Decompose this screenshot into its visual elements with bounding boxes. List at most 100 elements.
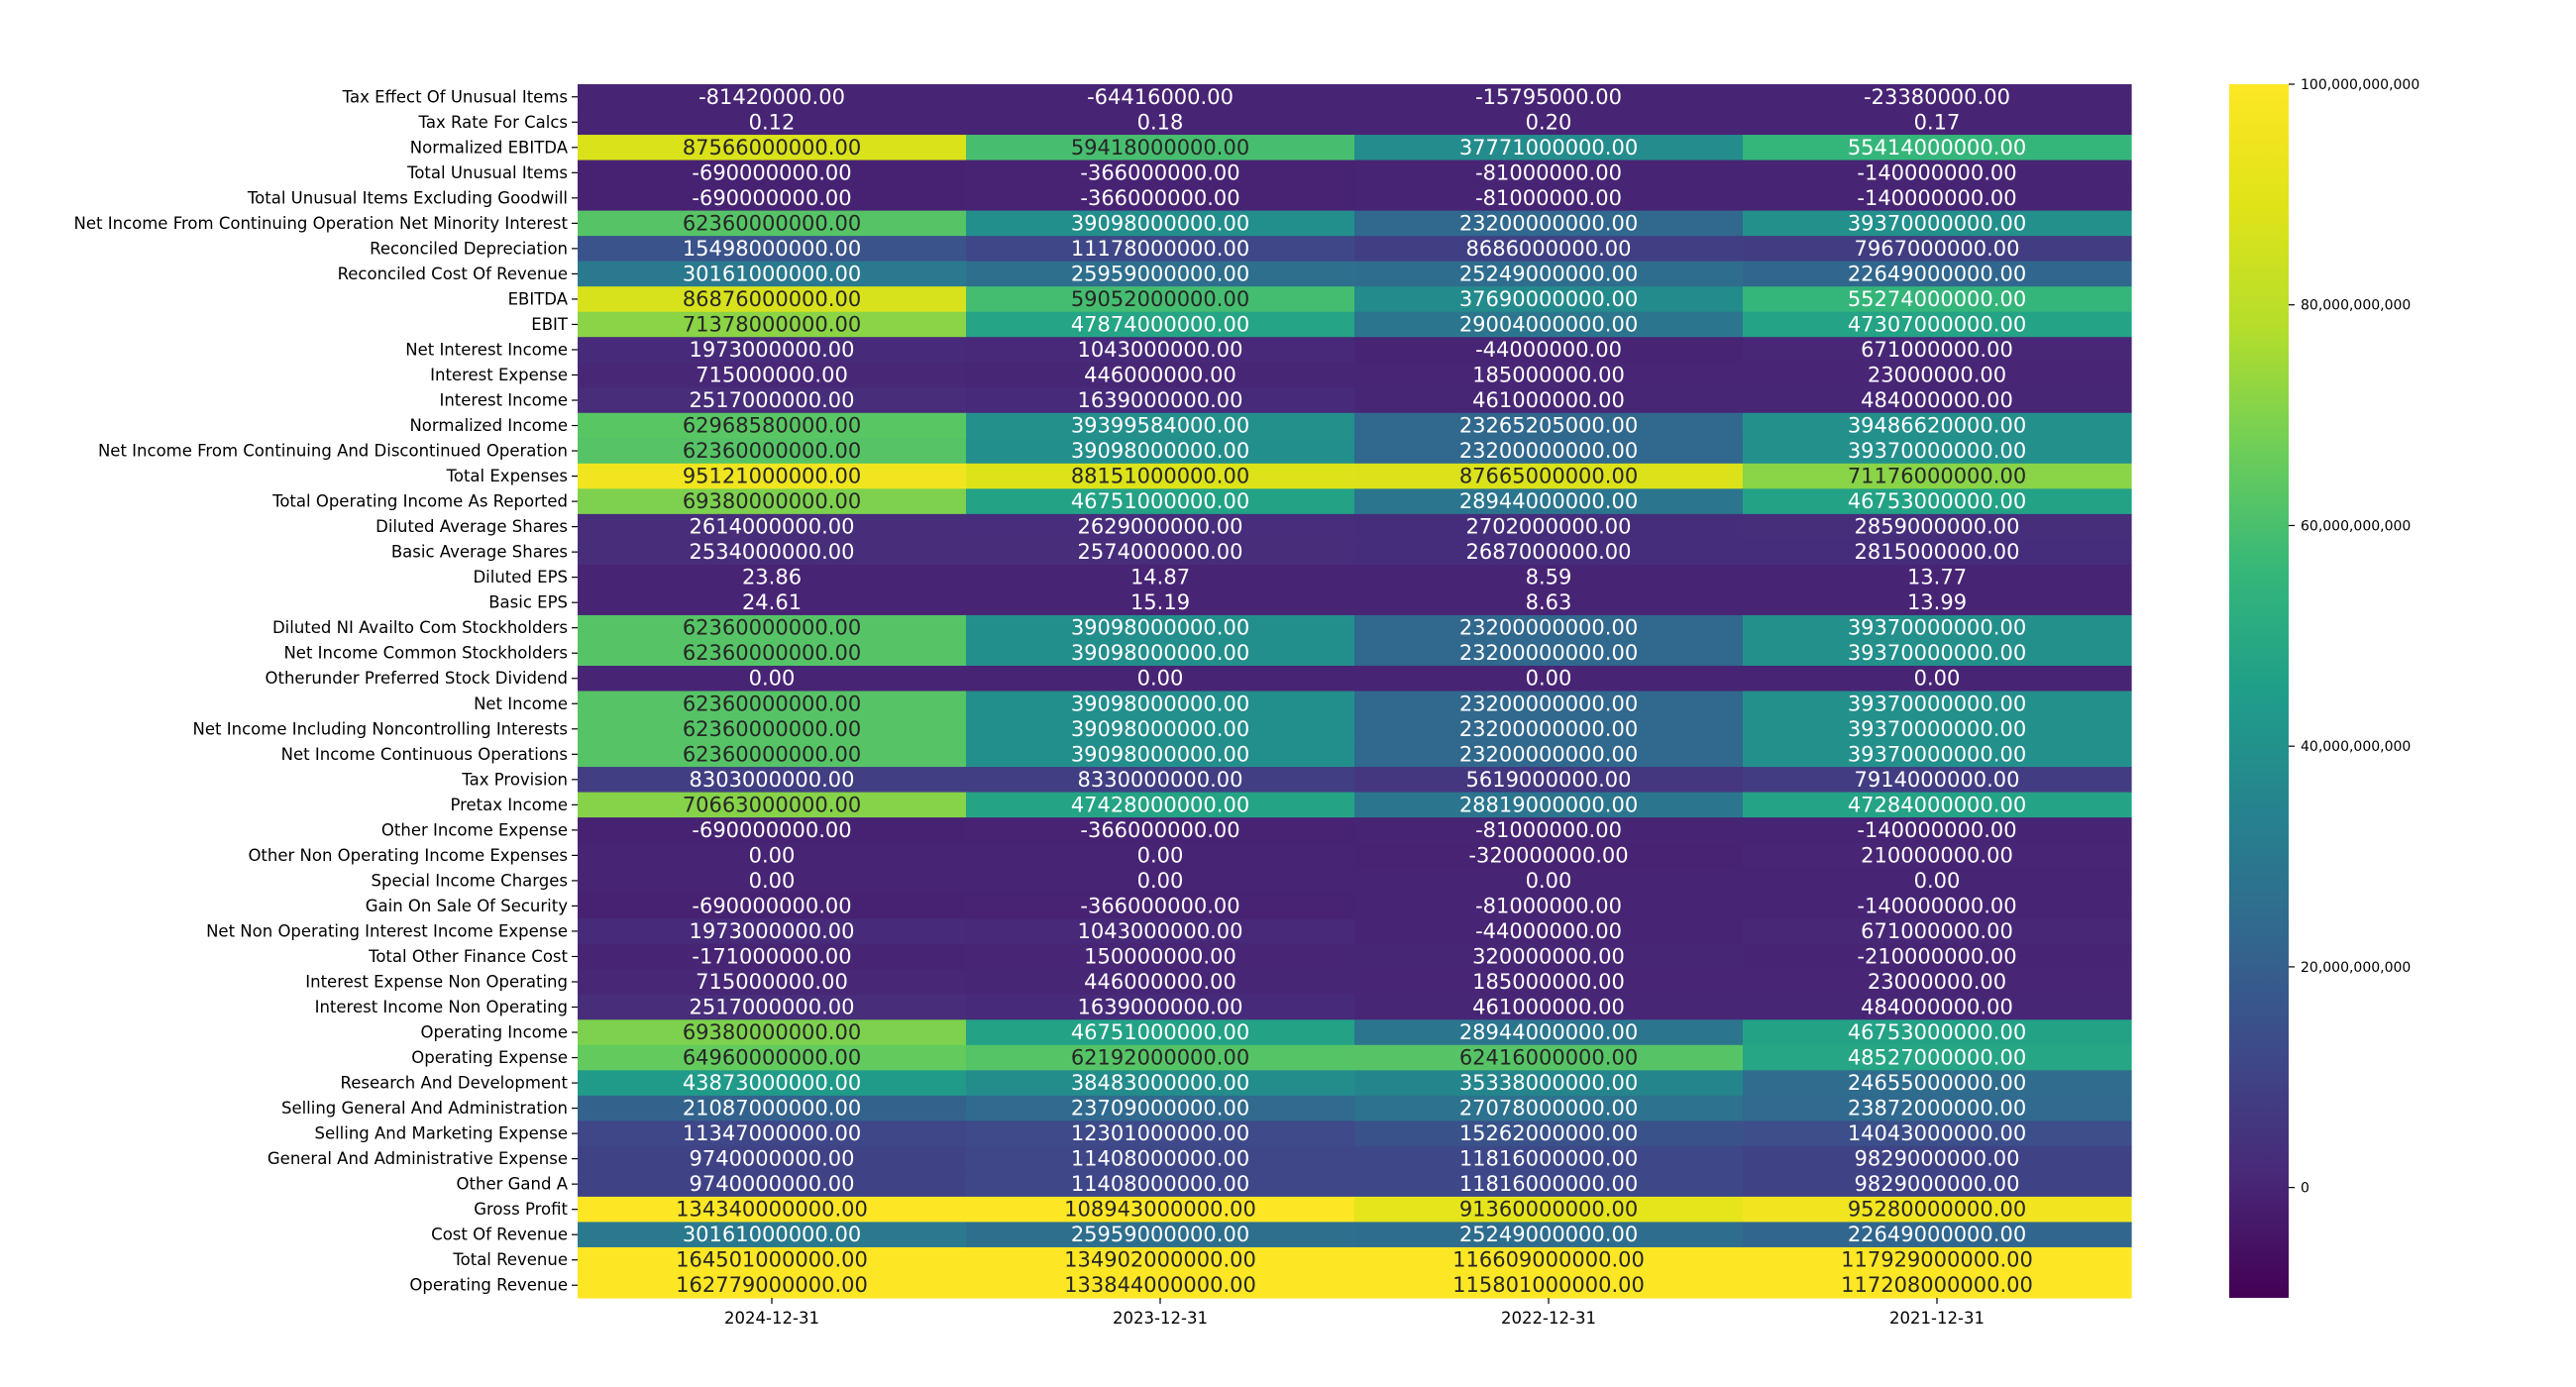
cell-value-label: -210000000.00 (1857, 944, 2016, 968)
heatmap-cell (1354, 160, 1744, 186)
cell-value-label: 39098000000.00 (1071, 616, 1249, 640)
heatmap-cell (1743, 438, 2132, 465)
row-label: Other Gand A (457, 1175, 569, 1194)
heatmap-cell (1354, 1222, 1744, 1248)
cell-value-label: 446000000.00 (1084, 363, 1236, 386)
row-label: Reconciled Depreciation (370, 239, 568, 258)
heatmap-cell (1743, 817, 2132, 844)
heatmap-cell (966, 1171, 1355, 1198)
heatmap-cell (1743, 994, 2132, 1020)
heatmap-cell (1743, 488, 2132, 515)
heatmap-cell (578, 1246, 967, 1274)
row-label: Total Expenses (446, 467, 568, 485)
heatmap-cell (966, 412, 1355, 439)
heatmap-cell (1743, 412, 2132, 439)
cell-value-label: -366000000.00 (1080, 894, 1239, 917)
row-label: Research And Development (341, 1074, 569, 1093)
colorbar-tick-label: 40,000,000,000 (2301, 739, 2411, 755)
heatmap-cell (578, 1120, 967, 1147)
cell-value-label: 47874000000.00 (1071, 312, 1249, 336)
row-label: Other Non Operating Income Expenses (248, 846, 568, 865)
heatmap-cell (1743, 589, 2132, 616)
heatmap-cell (1743, 640, 2132, 667)
heatmap-cell (578, 792, 967, 818)
cell-value-label: -81000000.00 (1475, 160, 1622, 184)
heatmap-cell (1354, 716, 1744, 743)
row-label: Reconciled Cost Of Revenue (338, 265, 568, 283)
heatmap-cell (578, 84, 967, 111)
cell-value-label: 47284000000.00 (1848, 793, 2026, 816)
cell-value-label: 8.59 (1526, 566, 1572, 589)
cell-value-label: 0.00 (1137, 667, 1184, 691)
row-label: EBIT (531, 315, 569, 334)
heatmap-cell (966, 311, 1355, 338)
cell-value-label: 9829000000.00 (1854, 1147, 2019, 1171)
cell-value-label: 91360000000.00 (1459, 1198, 1638, 1222)
cell-value-label: 46751000000.00 (1071, 489, 1249, 513)
cell-value-label: 47428000000.00 (1071, 793, 1249, 816)
row-label: Tax Effect Of Unusual Items (342, 87, 568, 106)
heatmap-cell (1743, 109, 2132, 136)
row-label: EBITDA (508, 289, 569, 308)
cell-value-label: 1043000000.00 (1077, 919, 1242, 943)
cell-value-label: 320000000.00 (1472, 944, 1625, 968)
heatmap-cell (1743, 614, 2132, 642)
heatmap-cell (578, 387, 967, 414)
cell-value-label: 37690000000.00 (1459, 287, 1638, 311)
heatmap-cell (1354, 185, 1744, 212)
cell-value-label: 87566000000.00 (683, 136, 861, 160)
cell-value-label: 71176000000.00 (1848, 465, 2026, 488)
heatmap-cell (1743, 918, 2132, 945)
heatmap-cell (578, 1196, 967, 1224)
heatmap-cell (578, 817, 967, 844)
heatmap-cell (1354, 286, 1744, 313)
cell-value-label: 185000000.00 (1472, 363, 1625, 386)
heatmap-cell (1354, 918, 1744, 945)
row-label: Normalized Income (409, 416, 568, 435)
heatmap-cell (1743, 1120, 2132, 1147)
colorbar-tick-label: 80,000,000,000 (2301, 298, 2411, 314)
cell-value-label: 15.19 (1130, 590, 1190, 614)
heatmap-cell (1354, 438, 1744, 465)
heatmap-cell (1743, 1272, 2132, 1299)
cell-value-label: -140000000.00 (1857, 818, 2016, 842)
heatmap-cell (1743, 741, 2132, 768)
cell-value-label: 8686000000.00 (1465, 237, 1631, 261)
cell-value-label: 2614000000.00 (689, 515, 854, 539)
cell-value-label: 2702000000.00 (1465, 515, 1631, 539)
heatmap-cell (578, 438, 967, 465)
row-label: Net Income Including Noncontrolling Inte… (193, 719, 568, 738)
row-label: Net Income (474, 694, 568, 713)
heatmap-cell (966, 741, 1355, 768)
cell-value-label: 9829000000.00 (1854, 1172, 2019, 1196)
cell-value-label: 87665000000.00 (1459, 465, 1638, 488)
cell-value-label: 39370000000.00 (1848, 616, 2026, 640)
cell-value-label: 39370000000.00 (1848, 439, 2026, 463)
heatmap-cell (966, 362, 1355, 388)
heatmap-cell (966, 438, 1355, 465)
cell-value-label: 11347000000.00 (683, 1121, 861, 1145)
heatmap-cell (966, 463, 1355, 489)
heatmap-cell (1743, 564, 2132, 591)
heatmap-cell (1354, 614, 1744, 642)
heatmap-cell (578, 286, 967, 313)
cell-value-label: 55274000000.00 (1848, 287, 2026, 311)
heatmap-cell (1743, 513, 2132, 540)
heatmap-cell (1743, 1019, 2132, 1046)
cell-value-label: 46751000000.00 (1071, 1020, 1249, 1044)
heatmap-cell (578, 109, 967, 136)
heatmap-cell (1354, 1171, 1744, 1198)
heatmap-cell (966, 539, 1355, 566)
heatmap-cell (1743, 387, 2132, 414)
heatmap-cell (966, 842, 1355, 869)
heatmap-cell (578, 362, 967, 388)
row-label: Basic EPS (488, 593, 568, 612)
heatmap-cell (966, 614, 1355, 642)
heatmap-cell (966, 564, 1355, 591)
cell-value-label: 88151000000.00 (1071, 465, 1249, 488)
cell-value-label: 62360000000.00 (683, 211, 861, 235)
cell-value-label: 2859000000.00 (1854, 515, 2019, 539)
colorbar-gradient (2229, 84, 2289, 1298)
colorbar-tick-label: 20,000,000,000 (2301, 960, 2411, 976)
cell-value-label: 59418000000.00 (1071, 136, 1249, 160)
